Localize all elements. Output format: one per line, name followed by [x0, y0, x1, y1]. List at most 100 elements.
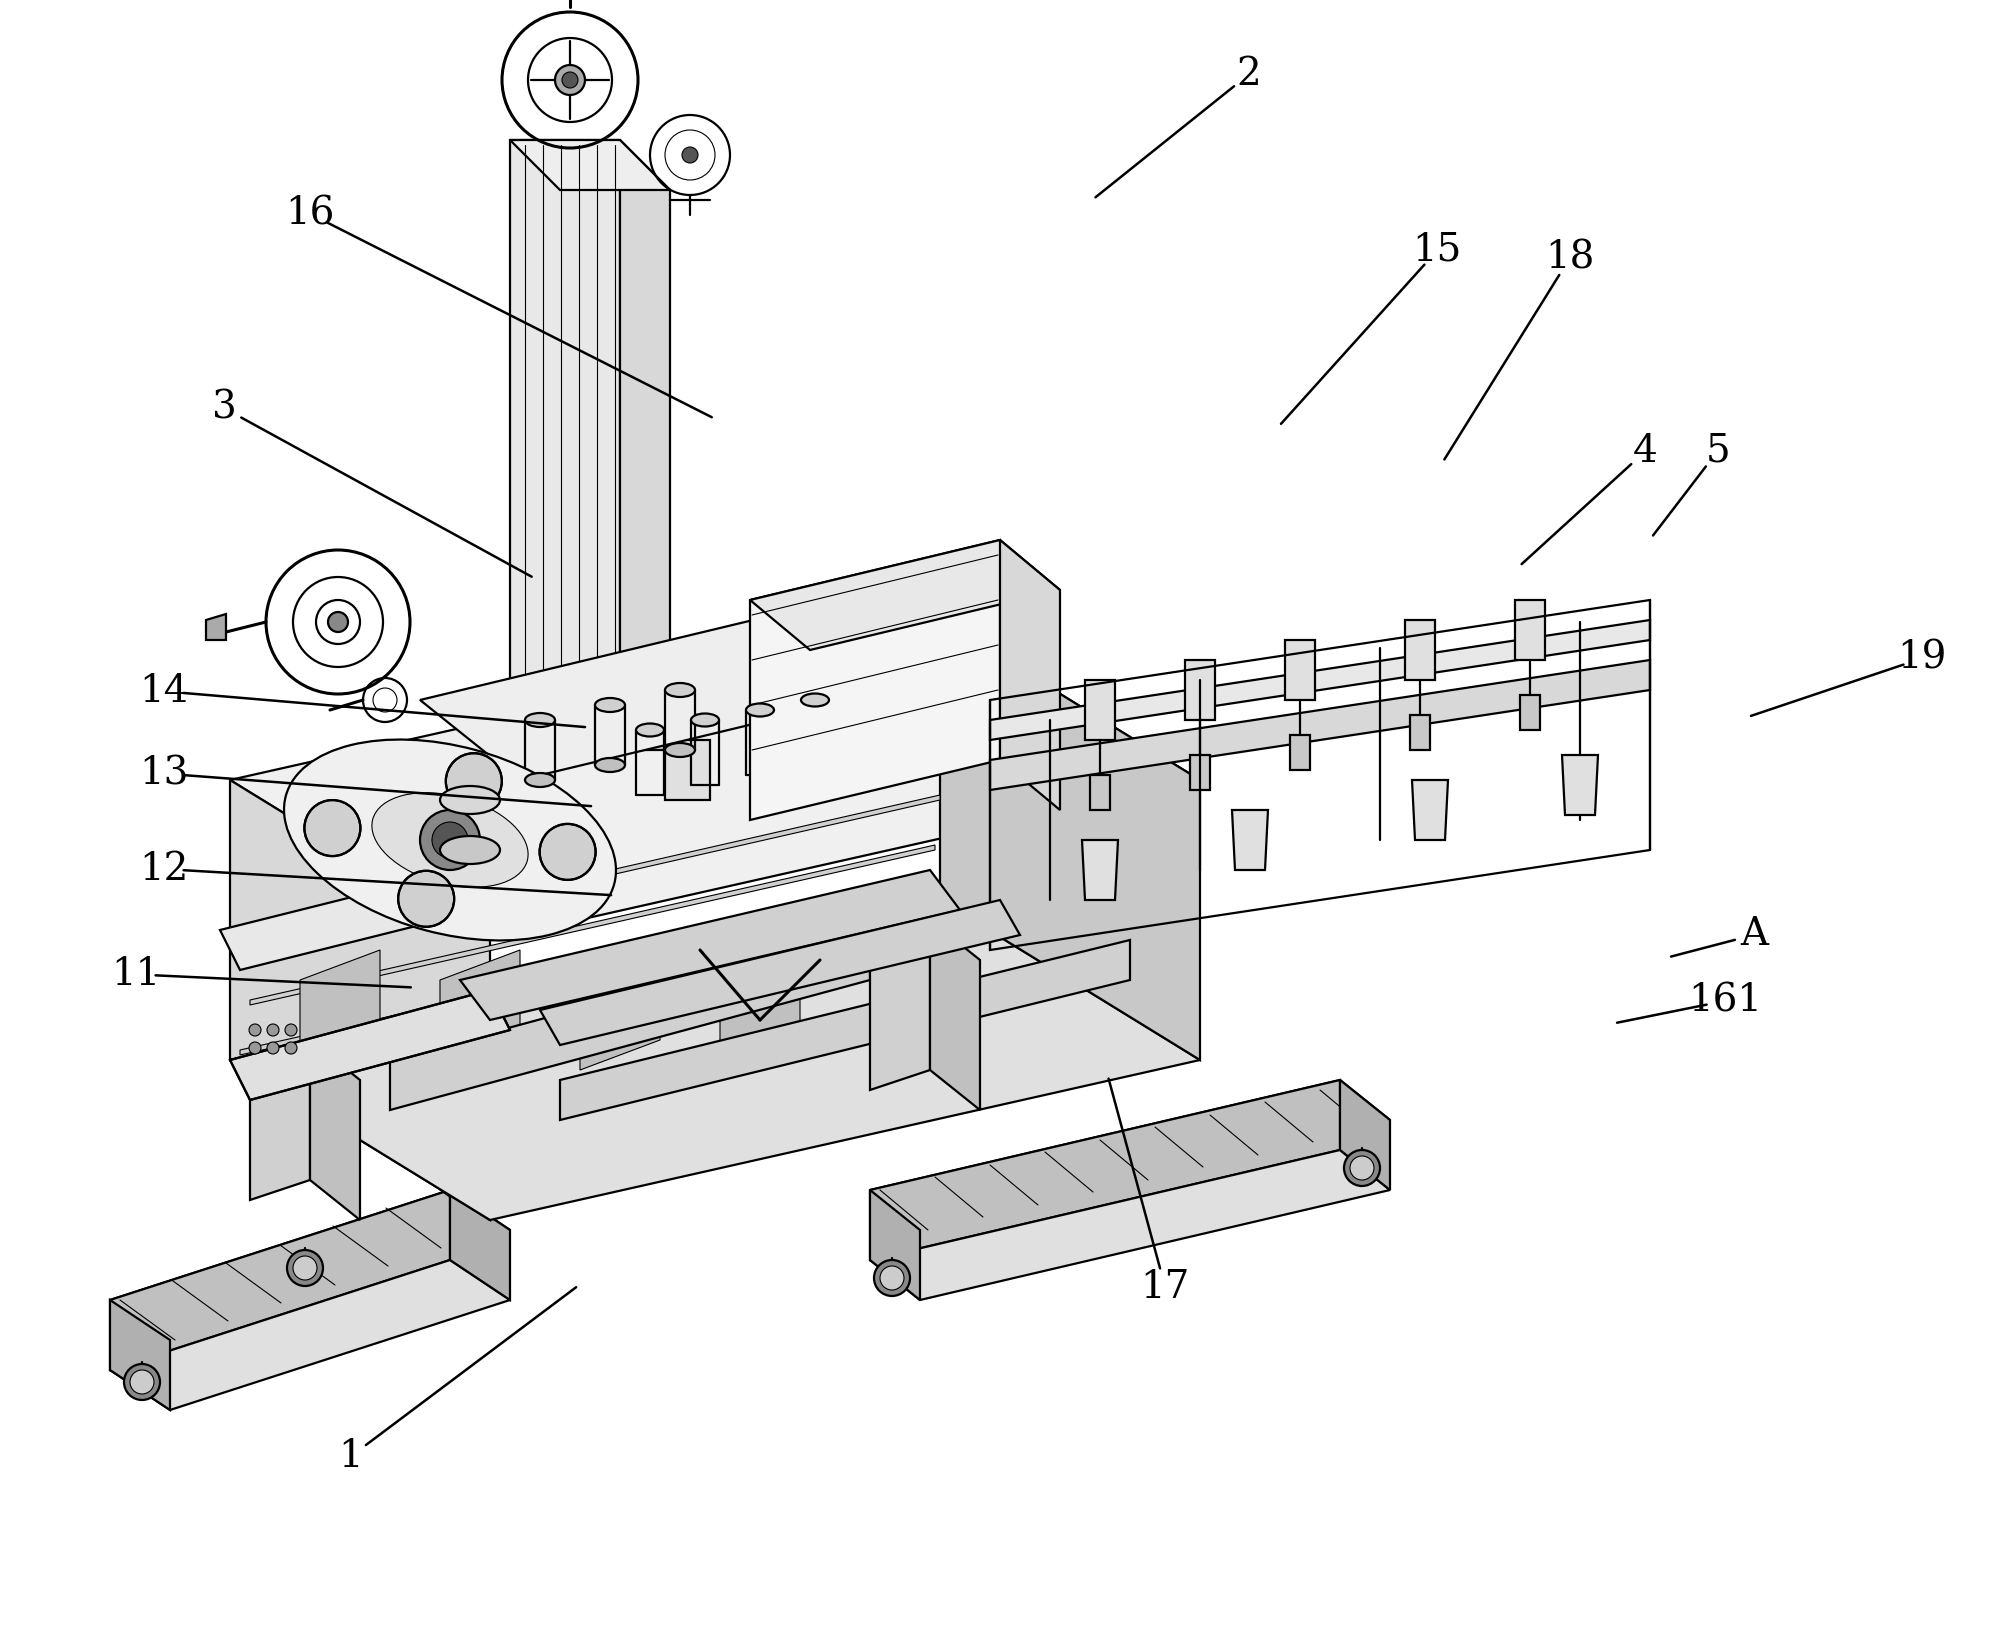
- Polygon shape: [721, 950, 801, 1070]
- Circle shape: [248, 1042, 260, 1053]
- Text: 1: 1: [338, 1439, 362, 1475]
- Polygon shape: [541, 900, 1019, 1045]
- Polygon shape: [1089, 775, 1109, 810]
- Polygon shape: [665, 741, 711, 800]
- Polygon shape: [220, 859, 521, 969]
- Polygon shape: [1285, 640, 1315, 700]
- Circle shape: [541, 825, 597, 881]
- Circle shape: [292, 1256, 316, 1281]
- Polygon shape: [1339, 1080, 1389, 1190]
- Text: 13: 13: [140, 756, 188, 792]
- Polygon shape: [230, 780, 490, 1220]
- Ellipse shape: [440, 836, 500, 864]
- Polygon shape: [250, 1040, 310, 1200]
- Polygon shape: [110, 1259, 511, 1411]
- Circle shape: [446, 754, 503, 810]
- Polygon shape: [1289, 736, 1309, 770]
- Circle shape: [286, 1249, 322, 1286]
- Polygon shape: [511, 140, 671, 189]
- Text: 19: 19: [1898, 640, 1946, 677]
- Polygon shape: [581, 950, 661, 1070]
- Ellipse shape: [665, 742, 695, 757]
- Polygon shape: [260, 795, 941, 955]
- Polygon shape: [1562, 756, 1598, 815]
- Polygon shape: [931, 920, 981, 1109]
- Polygon shape: [300, 950, 380, 1070]
- Polygon shape: [1189, 756, 1209, 790]
- Circle shape: [555, 64, 585, 95]
- Polygon shape: [480, 700, 701, 751]
- Ellipse shape: [525, 713, 555, 728]
- Text: 17: 17: [1141, 1269, 1189, 1305]
- Polygon shape: [871, 1190, 921, 1300]
- Ellipse shape: [284, 739, 617, 940]
- Ellipse shape: [801, 693, 829, 706]
- Polygon shape: [1231, 810, 1267, 871]
- Polygon shape: [230, 621, 1199, 940]
- Circle shape: [304, 800, 360, 856]
- Ellipse shape: [525, 774, 555, 787]
- Polygon shape: [1001, 540, 1059, 810]
- Text: 3: 3: [212, 390, 236, 426]
- Ellipse shape: [595, 698, 625, 713]
- Polygon shape: [871, 1080, 1339, 1259]
- Ellipse shape: [440, 787, 500, 815]
- Polygon shape: [871, 1080, 1389, 1230]
- Circle shape: [130, 1369, 154, 1394]
- Polygon shape: [110, 1190, 511, 1340]
- Circle shape: [284, 1024, 296, 1035]
- Polygon shape: [450, 1190, 511, 1300]
- Circle shape: [124, 1365, 160, 1401]
- Polygon shape: [440, 950, 521, 1070]
- Polygon shape: [511, 140, 621, 700]
- Circle shape: [398, 871, 454, 927]
- Ellipse shape: [372, 793, 529, 887]
- Text: 161: 161: [1690, 983, 1762, 1019]
- Polygon shape: [206, 614, 226, 640]
- Polygon shape: [390, 930, 871, 1109]
- Text: 15: 15: [1413, 232, 1461, 268]
- Ellipse shape: [595, 759, 625, 772]
- Polygon shape: [871, 920, 931, 1090]
- Text: 18: 18: [1546, 240, 1594, 277]
- Polygon shape: [480, 640, 801, 751]
- Circle shape: [266, 1042, 278, 1053]
- Polygon shape: [1409, 714, 1429, 751]
- Polygon shape: [420, 579, 1019, 780]
- Polygon shape: [110, 1190, 450, 1369]
- Polygon shape: [751, 540, 1001, 820]
- Circle shape: [1343, 1151, 1379, 1187]
- Circle shape: [284, 1042, 296, 1053]
- Polygon shape: [1185, 660, 1215, 719]
- Circle shape: [328, 612, 348, 632]
- Polygon shape: [310, 1040, 360, 1220]
- Polygon shape: [250, 844, 935, 1006]
- Text: A: A: [1740, 917, 1768, 953]
- Polygon shape: [941, 621, 1199, 1060]
- Circle shape: [266, 1024, 278, 1035]
- Polygon shape: [1085, 680, 1115, 741]
- Polygon shape: [460, 871, 961, 1021]
- Polygon shape: [991, 660, 1650, 790]
- Text: 16: 16: [286, 196, 334, 232]
- Polygon shape: [1411, 780, 1447, 839]
- Text: 14: 14: [140, 673, 188, 709]
- Circle shape: [1349, 1155, 1373, 1180]
- Text: 4: 4: [1634, 433, 1658, 469]
- Polygon shape: [1081, 839, 1117, 900]
- Polygon shape: [621, 140, 671, 751]
- Polygon shape: [230, 900, 1199, 1220]
- Polygon shape: [240, 895, 931, 1055]
- Text: 2: 2: [1237, 56, 1261, 92]
- Polygon shape: [1405, 621, 1435, 680]
- Circle shape: [420, 810, 480, 871]
- Circle shape: [881, 1266, 905, 1290]
- Circle shape: [875, 1259, 911, 1295]
- Circle shape: [432, 821, 468, 858]
- Ellipse shape: [637, 724, 665, 736]
- Ellipse shape: [665, 683, 695, 696]
- Text: 12: 12: [140, 851, 188, 887]
- Circle shape: [248, 1024, 260, 1035]
- Polygon shape: [1516, 601, 1546, 660]
- Text: 11: 11: [112, 956, 160, 993]
